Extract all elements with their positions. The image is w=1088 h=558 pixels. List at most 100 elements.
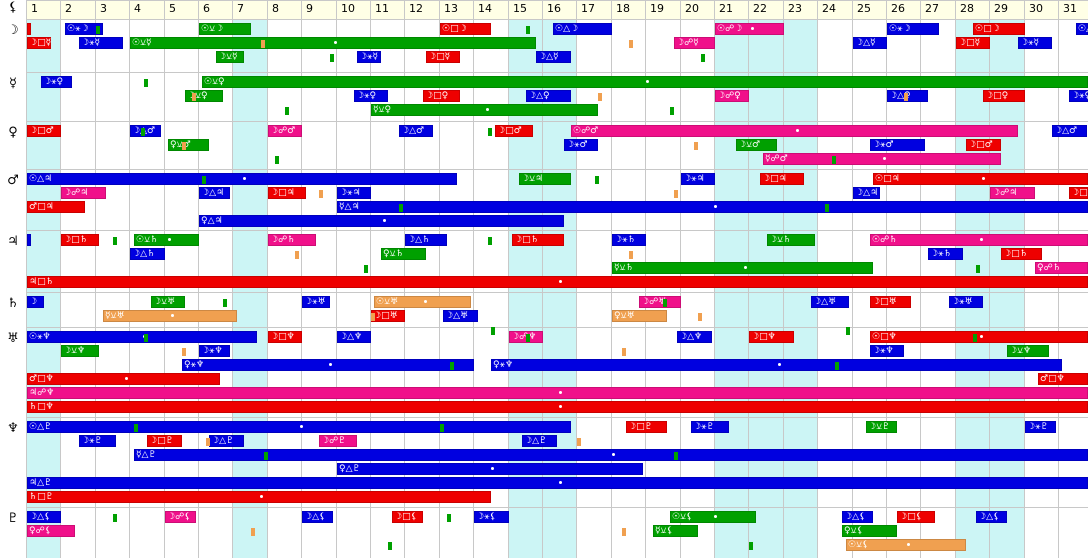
aspect-bar[interactable]: ♀⚹♆ [182,359,474,371]
aspect-bar[interactable]: ☽⚺♇ [866,421,897,433]
aspect-bar[interactable]: ☽△☿ [536,51,571,63]
aspect-bar[interactable]: ☽□♅ [371,310,405,322]
aspect-bar[interactable]: ☽⚹♆ [870,345,904,357]
aspect-bar[interactable]: ☽△♂ [130,125,161,137]
aspect-bar[interactable]: ☽△♆ [677,331,712,343]
aspect-bar[interactable]: ☉△☽ [553,23,612,35]
aspect-bar[interactable]: ♂□♆ [1038,373,1088,385]
aspect-bar[interactable]: ☽△♆ [337,331,371,343]
aspect-bar[interactable]: ☽△⚸ [842,511,873,523]
aspect-bar[interactable]: ☽⚺♄ [767,234,815,246]
aspect-bar[interactable]: ☽☍⚸ [165,511,196,523]
aspect-bar[interactable]: ☽□⚸ [392,511,423,523]
aspect-bar[interactable]: ☽⚹♆ [199,345,230,357]
aspect-bar[interactable]: ☉⚺♅ [374,296,471,308]
aspect-bar[interactable]: ☽⚹♇ [79,435,116,447]
aspect-bar[interactable]: ☽△♀ [526,90,571,102]
aspect-bar[interactable]: ☉△♇ [27,421,571,433]
aspect-bar[interactable]: ☿△♃ [337,201,1088,213]
aspect-bar[interactable]: ☽△⚸ [27,511,61,523]
aspect-bar[interactable]: ☽□♃ [268,187,306,199]
aspect-bar[interactable]: ☽△♇ [209,435,244,447]
aspect-bar[interactable]: ☉⚹☽ [65,23,103,35]
aspect-bar[interactable]: ☿△♇ [134,449,1088,461]
aspect-bar[interactable]: ☽△☿ [853,37,887,49]
aspect-bar[interactable]: ☽□♂ [27,125,61,137]
aspect-bar[interactable]: ☽△⚸ [976,511,1007,523]
aspect-bar[interactable]: ☽□♇ [626,421,667,433]
aspect-bar[interactable]: ☉☍♄ [870,234,1088,246]
aspect-bar[interactable]: ☉□☽ [440,23,491,35]
aspect-bar[interactable]: ♀☍⚸ [27,525,75,537]
aspect-bar[interactable]: ♀△♃ [199,215,564,227]
aspect-bar[interactable]: ☽△♂ [1052,125,1087,137]
aspect-bar[interactable]: ☽△♅ [811,296,849,308]
aspect-bar[interactable]: ☽⚺♆ [61,345,99,357]
aspect-bar[interactable]: ♀⚺♅ [612,310,667,322]
aspect-bar[interactable]: ☽□♃ [760,173,804,185]
aspect-bar[interactable]: ☿⚺♅ [103,310,237,322]
aspect-bar[interactable]: ☽□♄ [61,234,99,246]
aspect-bar[interactable]: ☽□♆ [268,331,302,343]
aspect-bar[interactable]: ♃☍♆ [27,387,1088,399]
aspect-bar[interactable]: ☽⚺♆ [1007,345,1049,357]
aspect-bar[interactable] [27,23,31,35]
aspect-bar[interactable]: ☿⚺♄ [612,262,873,274]
aspect-bar[interactable]: ☽⚹♂ [564,139,598,151]
aspect-bar[interactable]: ☽⚹♃ [681,173,715,185]
aspect-bar[interactable]: ☽□☿ [956,37,990,49]
aspect-bar[interactable]: ☉⚺⚸ [670,511,756,523]
aspect-bar[interactable]: ☽⚹☿ [357,51,381,63]
aspect-bar[interactable]: ☽□♀ [983,90,1025,102]
aspect-bar[interactable]: ☽□☿ [426,51,460,63]
aspect-bar[interactable]: ☉△♃ [27,173,457,185]
aspect-bar[interactable]: ☽⚹♀ [1069,90,1088,102]
aspect-bar[interactable]: ♃□♄ [27,276,1088,288]
aspect-bar[interactable]: ♀⚹♆ [491,359,1062,371]
aspect-bar[interactable]: ☽☍☿ [674,37,715,49]
aspect-bar[interactable]: ☿⚺♀ [371,104,598,116]
aspect-bar[interactable]: ☽□♆ [749,331,794,343]
aspect-bar[interactable]: ☽□♃ [1069,187,1088,199]
aspect-bar[interactable]: ☽□☿ [27,37,51,49]
aspect-bar[interactable]: ☽□♂ [966,139,1001,151]
aspect-bar[interactable]: ☽☍♃ [61,187,106,199]
aspect-bar[interactable]: ☽☍♃ [990,187,1035,199]
aspect-bar[interactable]: ☽☍♅ [639,296,681,308]
aspect-bar[interactable]: ♀⚺♂ [168,139,209,151]
aspect-bar[interactable]: ☽□⚸ [897,511,935,523]
aspect-bar[interactable]: ♀☍♄ [1035,262,1088,274]
aspect-bar[interactable]: ☉⚺☽ [199,23,251,35]
aspect-bar[interactable]: ☽△♇ [522,435,557,447]
aspect-bar[interactable]: ♃△♇ [27,477,1088,489]
aspect-bar[interactable]: ☉⚹♆ [27,331,257,343]
aspect-bar[interactable]: ☽⚺♀ [185,90,223,102]
aspect-bar[interactable]: ♂□♆ [27,373,220,385]
aspect-bar[interactable]: ☽△♃ [199,187,230,199]
aspect-bar[interactable]: ☉⚹☽ [887,23,939,35]
aspect-bar[interactable]: ☿☍♂ [763,153,1001,165]
aspect-bar[interactable]: ☽⚹♂ [870,139,925,151]
aspect-bar[interactable]: ☽⚹♄ [612,234,646,246]
aspect-bar[interactable]: ☽⚹♀ [41,76,72,88]
aspect-bar[interactable]: ☽⚺♃ [519,173,571,185]
aspect-bar[interactable]: ♀⚺⚸ [842,525,897,537]
aspect-bar[interactable]: ☽△♄ [405,234,447,246]
aspect-bar[interactable]: ☽⚹♅ [302,296,330,308]
aspect-bar[interactable]: ☽□♇ [147,435,182,447]
aspect-bar[interactable]: ☽⚹♄ [928,248,963,260]
aspect-bar[interactable]: ☽□♀ [423,90,460,102]
aspect-bar[interactable]: ♄□♇ [27,491,491,503]
aspect-bar[interactable]: ☉☍☽ [715,23,784,35]
aspect-bar[interactable]: ☽△♄ [130,248,165,260]
aspect-bar[interactable]: ☉☍♂ [571,125,1018,137]
aspect-bar[interactable]: ☽⚹☿ [79,37,123,49]
aspect-bar[interactable]: ☽⚺♅ [151,296,185,308]
aspect-bar[interactable]: ☽☍♂ [268,125,302,137]
aspect-bar[interactable]: ☽□♂ [495,125,533,137]
aspect-bar[interactable]: ♄□♆ [27,401,1088,413]
aspect-bar[interactable]: ☉□♆ [870,331,1088,343]
aspect-bar[interactable]: ☽⚹♀ [354,90,388,102]
aspect-bar[interactable]: ☽□♄ [1001,248,1042,260]
aspect-bar[interactable]: ☽□♄ [512,234,564,246]
